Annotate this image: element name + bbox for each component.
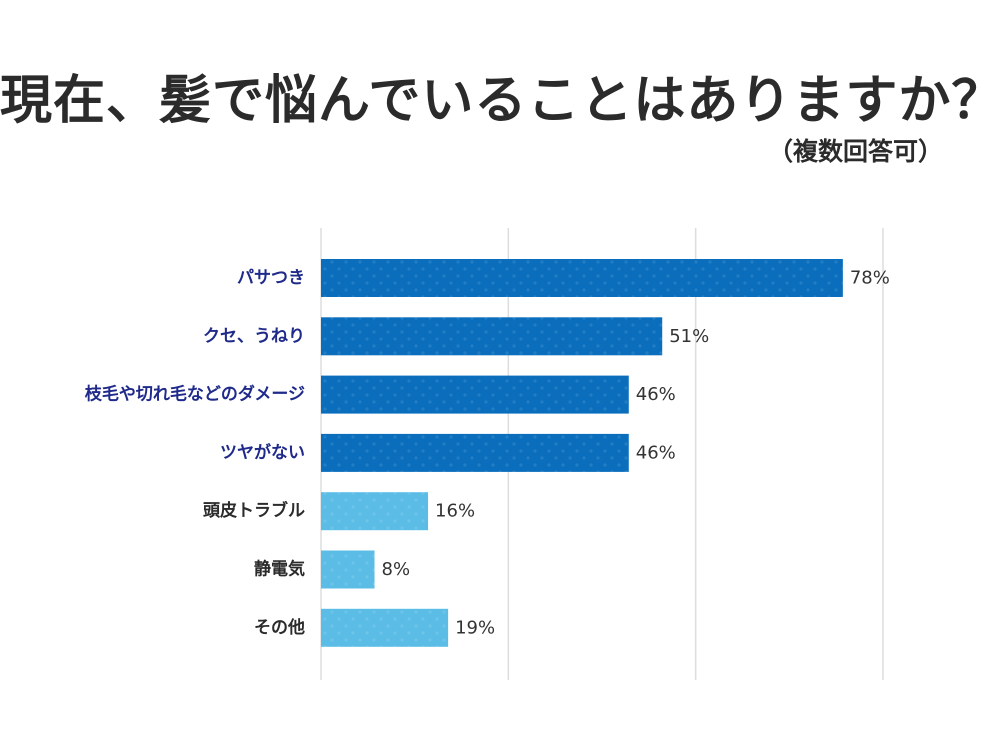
category-label: パサつき [237,268,305,288]
bar-texture [321,375,629,414]
value-label: 78% [850,268,890,289]
category-label: 枝毛や切れ毛などのダメージ [85,384,305,405]
value-label: 8% [382,559,411,580]
value-label: 51% [669,326,709,347]
category-label: ツヤがない [220,442,305,463]
bar-texture [321,492,429,531]
bar-texture [321,317,663,356]
value-label: 46% [636,442,676,463]
value-label: 19% [455,617,495,638]
value-label: 46% [636,384,676,405]
bar-texture [321,608,449,647]
bar-texture [321,550,375,589]
chart-subtitle: （複数回答可） [767,137,943,166]
category-label: その他 [254,617,305,638]
category-label: 頭皮トラブル [203,500,305,521]
bar-texture [321,259,843,297]
category-label: クセ、うねり [203,326,305,346]
value-label: 16% [435,501,475,522]
bar-texture [321,433,629,472]
category-label: 静電気 [254,559,305,580]
chart-title: 現在、髪で悩んでいることはありますか？ [0,71,1001,131]
